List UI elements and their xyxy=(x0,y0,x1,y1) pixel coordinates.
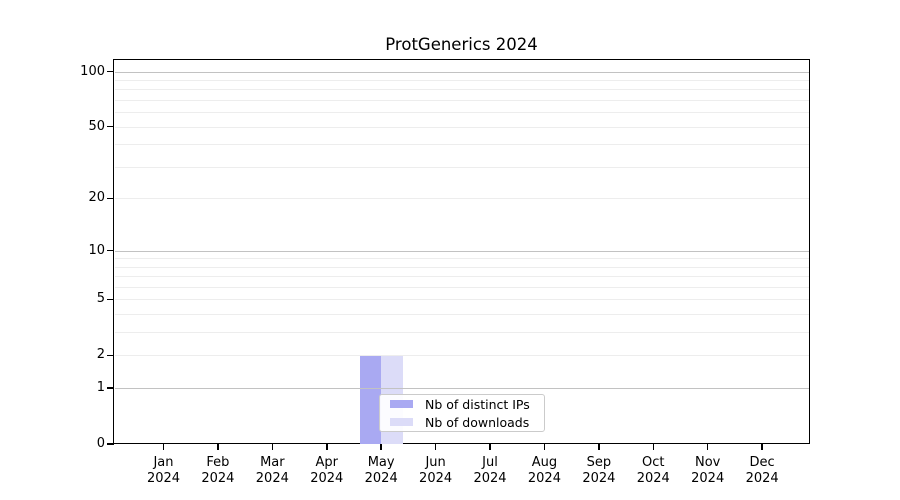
y-axis-tick xyxy=(106,197,114,200)
x-axis-tick xyxy=(326,444,328,450)
gridline-minor xyxy=(114,144,809,146)
x-axis-tick xyxy=(543,444,546,450)
gridline-minor xyxy=(114,299,809,301)
gridline-minor xyxy=(114,258,809,260)
gridline-minor xyxy=(114,126,809,128)
gridline-minor xyxy=(114,276,809,278)
gridline-minor xyxy=(114,355,809,357)
x-axis-tick-label: Sep 2024 xyxy=(582,455,616,486)
x-axis-tick-label: Feb 2024 xyxy=(201,455,235,486)
x-axis-tick xyxy=(271,444,274,450)
y-axis-tick-label: 0 xyxy=(96,436,105,451)
gridline-minor xyxy=(114,89,809,91)
gridline-minor xyxy=(114,80,809,81)
y-axis-tick xyxy=(106,125,114,128)
x-axis-tick xyxy=(434,444,437,450)
legend: Nb of distinct IPs Nb of downloads xyxy=(379,394,545,432)
x-axis-tick-label: May 2024 xyxy=(364,455,398,486)
legend-swatch-downloads-icon xyxy=(390,418,413,426)
legend-label-distinct-ips: Nb of distinct IPs xyxy=(425,396,530,412)
gridline-major xyxy=(114,388,809,390)
gridline-minor xyxy=(114,100,809,102)
y-axis-tick xyxy=(106,70,114,73)
gridline-minor xyxy=(114,314,809,316)
x-axis-tick-label: Mar 2024 xyxy=(255,455,289,486)
gridline-minor xyxy=(114,166,809,168)
x-axis-tick xyxy=(489,444,491,450)
x-axis-tick xyxy=(761,444,763,450)
bar-distinct-ips xyxy=(359,355,382,444)
gridline-minor xyxy=(114,332,809,334)
y-axis-tick-label: 1 xyxy=(96,380,105,396)
plot-area xyxy=(113,59,810,444)
gridline-major xyxy=(114,250,809,252)
x-axis-tick xyxy=(652,444,655,450)
x-axis-tick xyxy=(162,444,165,450)
legend-label-downloads: Nb of downloads xyxy=(425,414,530,430)
y-axis-tick xyxy=(106,249,114,252)
y-axis-tick-label: 100 xyxy=(80,63,105,79)
legend-item-downloads: Nb of downloads xyxy=(380,413,544,431)
gridline-minor xyxy=(114,286,809,288)
gridline-minor xyxy=(114,266,809,268)
y-axis-tick xyxy=(106,298,114,301)
x-axis-tick-label: Nov 2024 xyxy=(691,455,725,486)
y-axis-tick xyxy=(106,443,114,445)
x-axis-tick xyxy=(380,444,382,450)
gridline-major xyxy=(114,71,809,73)
y-axis-tick-label: 5 xyxy=(96,291,105,307)
x-axis-tick-label: Dec 2024 xyxy=(745,455,779,486)
x-axis-tick xyxy=(598,444,600,450)
legend-item-distinct-ips: Nb of distinct IPs xyxy=(380,395,544,413)
x-axis-tick xyxy=(217,444,219,450)
x-axis-tick-label: Aug 2024 xyxy=(527,455,561,486)
gridline-minor xyxy=(114,198,809,200)
legend-swatch-distinct-ips-icon xyxy=(390,400,413,408)
y-axis-tick-label: 10 xyxy=(88,242,105,258)
x-axis-tick-label: Jun 2024 xyxy=(419,455,453,486)
x-axis-tick-label: Jul 2024 xyxy=(473,455,507,486)
y-axis-tick xyxy=(106,387,114,389)
y-axis-tick-label: 20 xyxy=(88,190,105,206)
x-axis-tick-label: Oct 2024 xyxy=(636,455,670,486)
x-axis-tick xyxy=(706,444,709,450)
y-axis-tick-label: 2 xyxy=(96,347,105,363)
y-axis-tick xyxy=(106,354,114,357)
y-axis-tick-label: 50 xyxy=(88,118,105,134)
x-axis-tick-label: Jan 2024 xyxy=(146,455,181,486)
chart-title: ProtGenerics 2024 xyxy=(385,35,538,54)
gridline-minor xyxy=(114,112,809,114)
x-axis-tick-label: Apr 2024 xyxy=(310,455,344,486)
